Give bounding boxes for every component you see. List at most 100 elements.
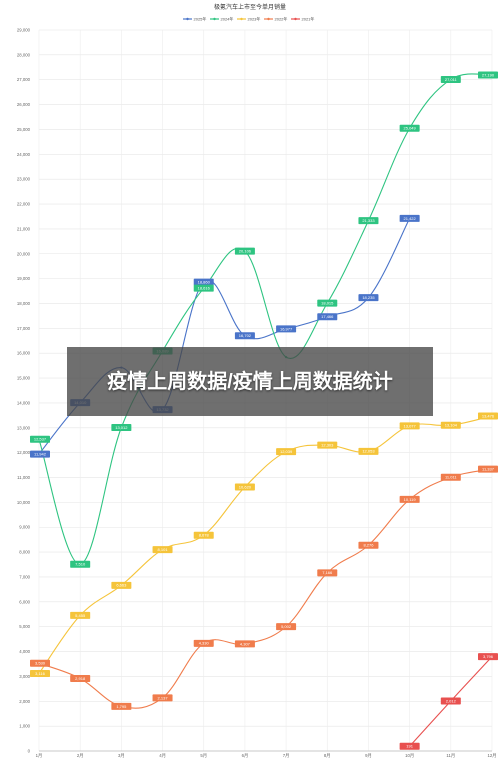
data-label: 13,476 xyxy=(482,413,495,418)
y-tick-label: 18,000 xyxy=(17,301,31,306)
legend-marker xyxy=(213,17,216,21)
x-tick-label: 6月 xyxy=(242,753,249,759)
legend-marker xyxy=(294,17,297,21)
data-label-bg xyxy=(478,412,498,420)
x-tick-label: 9月 xyxy=(365,753,372,759)
data-labels: 11,94214,01013,73218,86016,70216,97717,4… xyxy=(30,71,498,750)
data-label-bg xyxy=(234,247,255,255)
y-tick-label: 14,000 xyxy=(17,400,31,405)
data-label-bg xyxy=(30,435,50,443)
data-label-bg xyxy=(440,697,461,705)
data-label: 1,795 xyxy=(116,704,127,709)
data-label-bg xyxy=(276,325,297,333)
data-label: 16,702 xyxy=(239,333,252,338)
data-label-bg xyxy=(276,623,297,631)
data-label: 8,276 xyxy=(363,543,374,548)
x-tick-label: 8月 xyxy=(324,753,331,759)
data-label-bg xyxy=(317,569,338,577)
y-tick-label: 0 xyxy=(28,749,31,754)
y-tick-label: 8,000 xyxy=(19,550,30,555)
y-tick-label: 4,000 xyxy=(19,649,30,654)
data-label-bg xyxy=(317,441,338,449)
data-label: 2,012 xyxy=(446,698,457,703)
data-label-bg xyxy=(358,447,379,455)
y-tick-label: 11,000 xyxy=(17,475,30,480)
x-tick-label: 12月 xyxy=(487,753,496,759)
y-tick-label: 1,000 xyxy=(19,724,30,729)
data-label-bg xyxy=(30,659,50,667)
data-label-bg xyxy=(193,284,214,292)
y-tick-label: 12,000 xyxy=(17,450,31,455)
data-label: 12,053 xyxy=(362,449,375,454)
legend-label: 2025年 xyxy=(194,15,207,21)
data-label: 7,510 xyxy=(75,562,86,567)
series-line xyxy=(38,415,493,674)
chart-title: 极氪汽车上市至今单月销量 xyxy=(214,3,286,11)
data-label: 21,333 xyxy=(362,218,375,223)
y-tick-label: 6,000 xyxy=(19,599,30,604)
y-tick-label: 26,000 xyxy=(17,102,31,107)
data-label-bg xyxy=(358,217,379,225)
legend-label: 2023年 xyxy=(248,15,261,21)
data-label-bg xyxy=(440,421,461,429)
data-label: 13,104 xyxy=(445,423,458,428)
data-label-bg xyxy=(478,465,498,473)
data-label-bg xyxy=(30,450,50,458)
data-label-bg xyxy=(234,483,255,491)
y-tick-label: 25,000 xyxy=(17,127,31,132)
data-label: 7,166 xyxy=(322,570,333,575)
data-label-bg xyxy=(317,313,338,321)
data-label: 8,678 xyxy=(199,533,210,538)
data-label: 12,039 xyxy=(280,449,293,454)
x-tick-label: 3月 xyxy=(118,753,125,759)
data-label: 10,119 xyxy=(404,497,417,502)
y-tick-label: 3,000 xyxy=(19,674,30,679)
overlay-text: 疫情上周数据/疫情上周数据统计 xyxy=(107,370,393,393)
data-label-bg xyxy=(193,278,214,286)
legend-marker xyxy=(240,17,243,21)
data-label: 20,106 xyxy=(239,249,252,254)
y-tick-label: 13,000 xyxy=(17,425,31,430)
x-tick-label: 1月 xyxy=(36,753,43,759)
data-label-bg xyxy=(30,670,50,678)
x-tick-label: 4月 xyxy=(159,753,166,759)
legend-label: 2022年 xyxy=(275,15,288,21)
data-label: 3,116 xyxy=(35,671,45,676)
data-label-bg xyxy=(152,694,173,702)
data-label-bg xyxy=(317,299,338,307)
data-label: 25,049 xyxy=(404,126,417,131)
y-tick-label: 29,000 xyxy=(17,28,31,33)
data-label-bg xyxy=(399,742,420,750)
data-label: 2,137 xyxy=(158,695,169,700)
data-label: 2,918 xyxy=(75,676,86,681)
legend-label: 2024年 xyxy=(221,15,234,21)
data-label: 17,466 xyxy=(321,314,334,319)
y-tick-label: 7,000 xyxy=(19,574,30,579)
data-label-bg xyxy=(440,75,461,83)
data-label: 3,796 xyxy=(483,654,494,659)
data-label: 6,663 xyxy=(116,583,127,588)
x-tick-label: 7月 xyxy=(283,753,290,759)
data-label-bg xyxy=(234,640,255,648)
x-tick-label: 2月 xyxy=(77,753,84,759)
data-label: 5,455 xyxy=(75,613,86,618)
data-label-bg xyxy=(193,639,214,647)
data-label-bg xyxy=(234,332,255,340)
series-line xyxy=(38,468,493,709)
data-label: 16,977 xyxy=(280,326,293,331)
data-label-bg xyxy=(399,214,420,222)
x-tick-label: 5月 xyxy=(200,753,207,759)
data-label: 13,012 xyxy=(115,425,128,430)
data-label: 18,860 xyxy=(198,280,211,285)
y-tick-label: 5,000 xyxy=(19,624,30,629)
data-label-bg xyxy=(399,124,420,132)
y-tick-label: 24,000 xyxy=(17,152,31,157)
y-tick-label: 19,000 xyxy=(17,276,31,281)
data-label-bg xyxy=(111,581,132,589)
y-tick-label: 22,000 xyxy=(17,202,31,207)
y-tick-label: 2,000 xyxy=(19,699,30,704)
data-label-bg xyxy=(358,294,379,302)
data-label: 11,942 xyxy=(34,451,47,456)
y-axis: 0 1,000 2,000 3,000 4,000 5,000 6,000 7,000 8,00… xyxy=(17,28,31,754)
data-label: 11,011 xyxy=(445,475,457,480)
